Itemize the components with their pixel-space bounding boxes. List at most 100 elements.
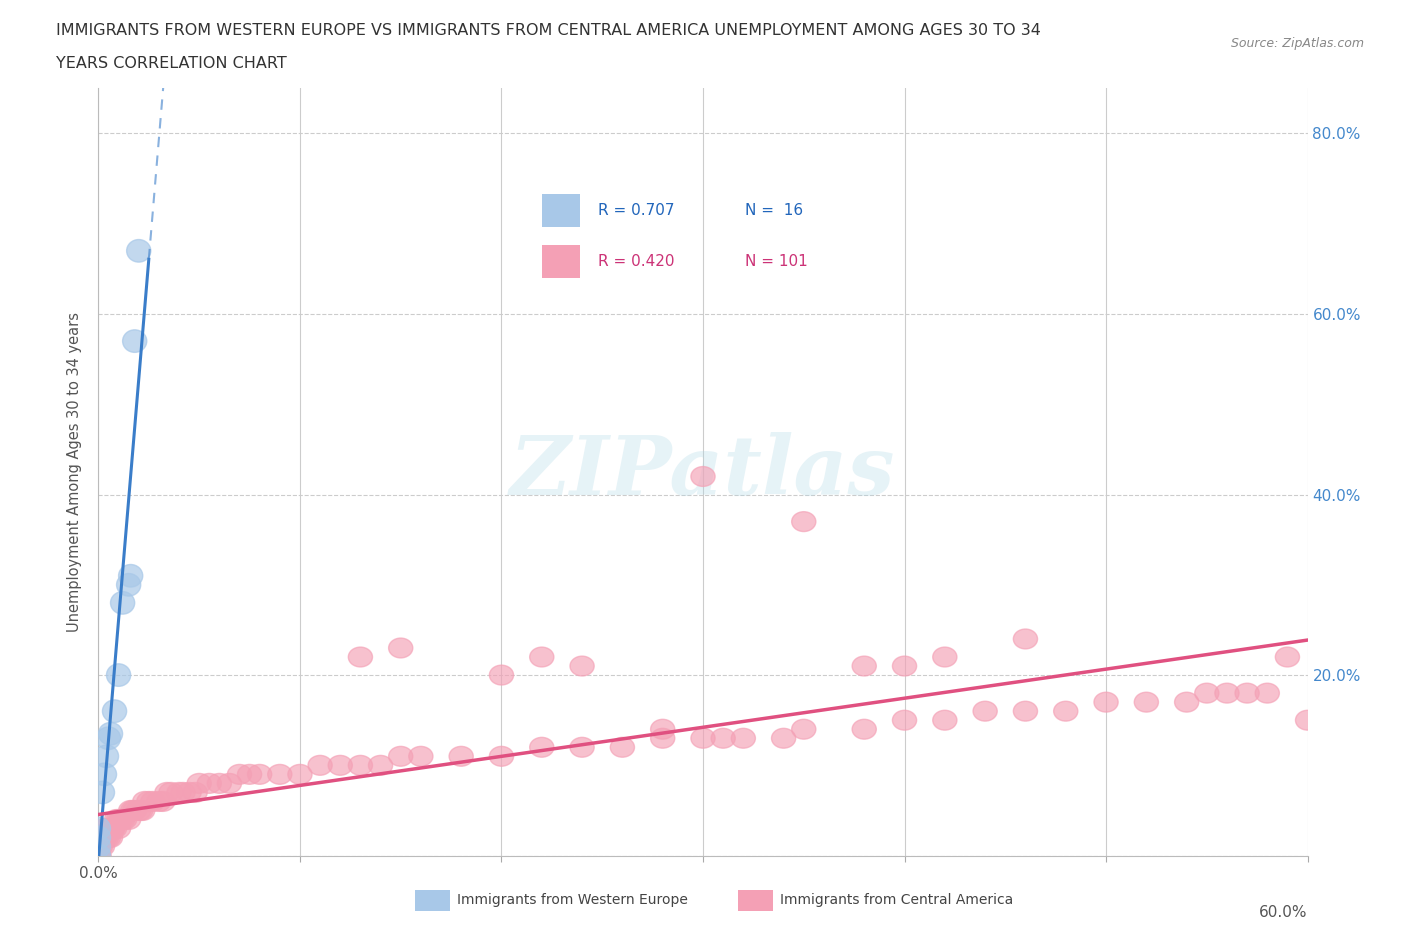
Ellipse shape bbox=[288, 764, 312, 784]
Ellipse shape bbox=[349, 647, 373, 667]
Y-axis label: Unemployment Among Ages 30 to 34 years: Unemployment Among Ages 30 to 34 years bbox=[67, 312, 83, 632]
Ellipse shape bbox=[98, 828, 122, 847]
Ellipse shape bbox=[1053, 701, 1078, 721]
Ellipse shape bbox=[122, 801, 146, 820]
Ellipse shape bbox=[86, 845, 111, 866]
Ellipse shape bbox=[111, 591, 135, 614]
Ellipse shape bbox=[247, 764, 271, 784]
Ellipse shape bbox=[530, 737, 554, 757]
Ellipse shape bbox=[86, 845, 111, 866]
Ellipse shape bbox=[89, 837, 112, 857]
Ellipse shape bbox=[368, 755, 392, 776]
Ellipse shape bbox=[852, 719, 876, 739]
Text: Source: ZipAtlas.com: Source: ZipAtlas.com bbox=[1230, 37, 1364, 50]
Ellipse shape bbox=[651, 728, 675, 748]
Ellipse shape bbox=[569, 737, 595, 757]
Ellipse shape bbox=[155, 782, 179, 803]
Ellipse shape bbox=[1174, 692, 1199, 712]
Ellipse shape bbox=[183, 782, 207, 803]
Ellipse shape bbox=[267, 764, 292, 784]
Ellipse shape bbox=[90, 837, 114, 857]
Ellipse shape bbox=[86, 828, 111, 847]
Ellipse shape bbox=[489, 665, 513, 685]
Ellipse shape bbox=[118, 801, 143, 820]
Ellipse shape bbox=[136, 791, 160, 811]
Ellipse shape bbox=[172, 782, 195, 803]
Ellipse shape bbox=[108, 809, 132, 830]
Ellipse shape bbox=[177, 782, 201, 803]
Ellipse shape bbox=[932, 711, 957, 730]
Bar bbox=[415, 890, 450, 910]
Ellipse shape bbox=[86, 837, 111, 857]
Text: ZIPatlas: ZIPatlas bbox=[510, 432, 896, 512]
Ellipse shape bbox=[121, 801, 145, 820]
Text: IMMIGRANTS FROM WESTERN EUROPE VS IMMIGRANTS FROM CENTRAL AMERICA UNEMPLOYMENT A: IMMIGRANTS FROM WESTERN EUROPE VS IMMIGR… bbox=[56, 23, 1040, 38]
Ellipse shape bbox=[893, 711, 917, 730]
Ellipse shape bbox=[129, 801, 153, 820]
Ellipse shape bbox=[651, 719, 675, 739]
Text: 60.0%: 60.0% bbox=[1260, 905, 1308, 921]
Ellipse shape bbox=[122, 330, 146, 352]
Ellipse shape bbox=[852, 657, 876, 676]
Text: Immigrants from Central America: Immigrants from Central America bbox=[780, 893, 1014, 908]
Ellipse shape bbox=[228, 764, 252, 784]
Ellipse shape bbox=[1014, 701, 1038, 721]
Ellipse shape bbox=[127, 801, 150, 820]
Ellipse shape bbox=[98, 723, 122, 745]
Ellipse shape bbox=[86, 844, 111, 867]
Ellipse shape bbox=[150, 791, 174, 811]
Ellipse shape bbox=[349, 755, 373, 776]
Ellipse shape bbox=[107, 818, 131, 839]
Ellipse shape bbox=[489, 747, 513, 766]
Ellipse shape bbox=[117, 809, 141, 830]
Ellipse shape bbox=[197, 774, 221, 793]
Ellipse shape bbox=[690, 467, 716, 486]
Ellipse shape bbox=[218, 774, 242, 793]
Ellipse shape bbox=[86, 837, 111, 857]
Ellipse shape bbox=[131, 801, 155, 820]
Ellipse shape bbox=[146, 791, 172, 811]
Ellipse shape bbox=[86, 845, 111, 866]
Ellipse shape bbox=[104, 809, 129, 830]
Ellipse shape bbox=[409, 747, 433, 766]
Ellipse shape bbox=[90, 781, 114, 804]
Ellipse shape bbox=[103, 818, 127, 839]
Ellipse shape bbox=[100, 818, 125, 839]
Ellipse shape bbox=[86, 845, 111, 866]
Ellipse shape bbox=[388, 747, 413, 766]
Ellipse shape bbox=[690, 728, 716, 748]
Ellipse shape bbox=[207, 774, 232, 793]
Ellipse shape bbox=[238, 764, 262, 784]
Bar bbox=[738, 890, 773, 910]
Ellipse shape bbox=[792, 512, 815, 532]
Ellipse shape bbox=[103, 700, 127, 723]
Ellipse shape bbox=[89, 828, 112, 847]
Ellipse shape bbox=[1275, 647, 1299, 667]
Ellipse shape bbox=[127, 240, 150, 262]
Ellipse shape bbox=[107, 809, 131, 830]
Ellipse shape bbox=[1215, 684, 1239, 703]
Ellipse shape bbox=[973, 701, 997, 721]
Ellipse shape bbox=[328, 755, 353, 776]
Ellipse shape bbox=[1234, 684, 1260, 703]
Ellipse shape bbox=[86, 845, 111, 866]
Ellipse shape bbox=[86, 826, 111, 849]
Ellipse shape bbox=[93, 818, 117, 839]
Ellipse shape bbox=[893, 657, 917, 676]
Ellipse shape bbox=[1195, 684, 1219, 703]
Ellipse shape bbox=[90, 828, 114, 847]
Ellipse shape bbox=[711, 728, 735, 748]
Ellipse shape bbox=[97, 727, 121, 750]
Ellipse shape bbox=[118, 565, 143, 587]
Ellipse shape bbox=[1014, 629, 1038, 649]
Text: Immigrants from Western Europe: Immigrants from Western Europe bbox=[457, 893, 688, 908]
Ellipse shape bbox=[1094, 692, 1118, 712]
Ellipse shape bbox=[112, 809, 136, 830]
Ellipse shape bbox=[187, 774, 211, 793]
Ellipse shape bbox=[932, 647, 957, 667]
Ellipse shape bbox=[449, 747, 474, 766]
Ellipse shape bbox=[530, 647, 554, 667]
Ellipse shape bbox=[772, 728, 796, 748]
Ellipse shape bbox=[731, 728, 755, 748]
Ellipse shape bbox=[97, 818, 121, 839]
